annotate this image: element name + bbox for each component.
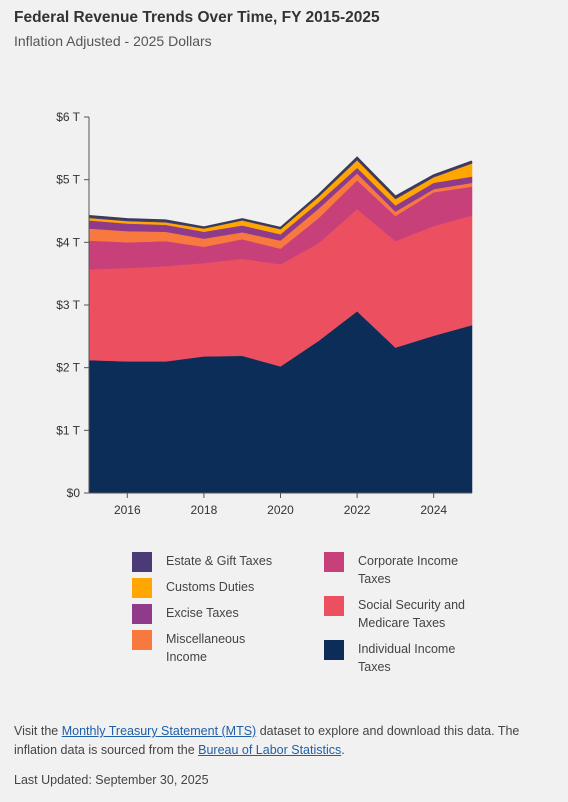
footer-text-1: Visit the [14, 724, 62, 738]
legend-swatch [324, 552, 344, 572]
legend-swatch [132, 578, 152, 598]
legend-label: Customs Duties [166, 580, 255, 594]
legend-item[interactable]: Social Security and Medicare Taxes [324, 596, 474, 632]
x-tick-label: 2022 [344, 503, 371, 517]
x-tick-label: 2018 [191, 503, 218, 517]
footer-text-2: dataset to explore and download this dat… [14, 724, 520, 757]
legend-swatch [132, 552, 152, 572]
area-chart: $0 $1 T $2 T $3 T $4 T $5 T $6 T 2016 2018 2020 20… [56, 110, 473, 517]
legend-item[interactable]: Individual Income Taxes [324, 640, 474, 676]
y-tick-label: $6 T [56, 110, 80, 124]
y-tick-label: $3 T [56, 298, 80, 312]
legend-label: Miscellaneous Income [166, 632, 246, 664]
bls-link[interactable]: Bureau of Labor Statistics [198, 743, 342, 757]
legend-swatch [324, 596, 344, 616]
y-tick-label: $0 [67, 486, 81, 500]
y-tick-label: $2 T [56, 361, 80, 375]
x-tick-label: 2020 [267, 503, 294, 517]
x-tick-label: 2024 [420, 503, 447, 517]
chart-title: Federal Revenue Trends Over Time, FY 201… [14, 9, 380, 26]
y-tick-label: $1 T [56, 423, 80, 437]
legend-item[interactable]: Excise Taxes [132, 604, 282, 624]
legend-item[interactable]: Corporate Income Taxes [324, 552, 474, 588]
total-outline [88, 156, 473, 229]
legend-swatch [132, 604, 152, 624]
legend-label: Estate & Gift Taxes [166, 554, 273, 568]
chart-subtitle: Inflation Adjusted - 2025 Dollars [14, 33, 212, 49]
legend-label: Excise Taxes [166, 606, 239, 620]
footer-note: Visit the Monthly Treasury Statement (MT… [14, 722, 559, 760]
last-updated: Last Updated: September 30, 2025 [14, 773, 209, 787]
legend-item[interactable]: Estate & Gift Taxes [132, 552, 282, 572]
legend-label: Social Security and Medicare Taxes [358, 598, 466, 630]
legend-label: Individual Income Taxes [358, 642, 456, 674]
legend-label: Corporate Income Taxes [358, 554, 459, 586]
y-tick-label: $5 T [56, 173, 80, 187]
legend-item[interactable]: Customs Duties [132, 578, 282, 598]
mts-link[interactable]: Monthly Treasury Statement (MTS) [61, 724, 257, 738]
legend-item[interactable]: Miscellaneous Income [132, 630, 282, 666]
y-tick-label: $4 T [56, 235, 80, 249]
footer-text-3: . [341, 743, 345, 757]
legend-swatch [132, 630, 152, 650]
legend-swatch [324, 640, 344, 660]
x-tick-label: 2016 [114, 503, 141, 517]
